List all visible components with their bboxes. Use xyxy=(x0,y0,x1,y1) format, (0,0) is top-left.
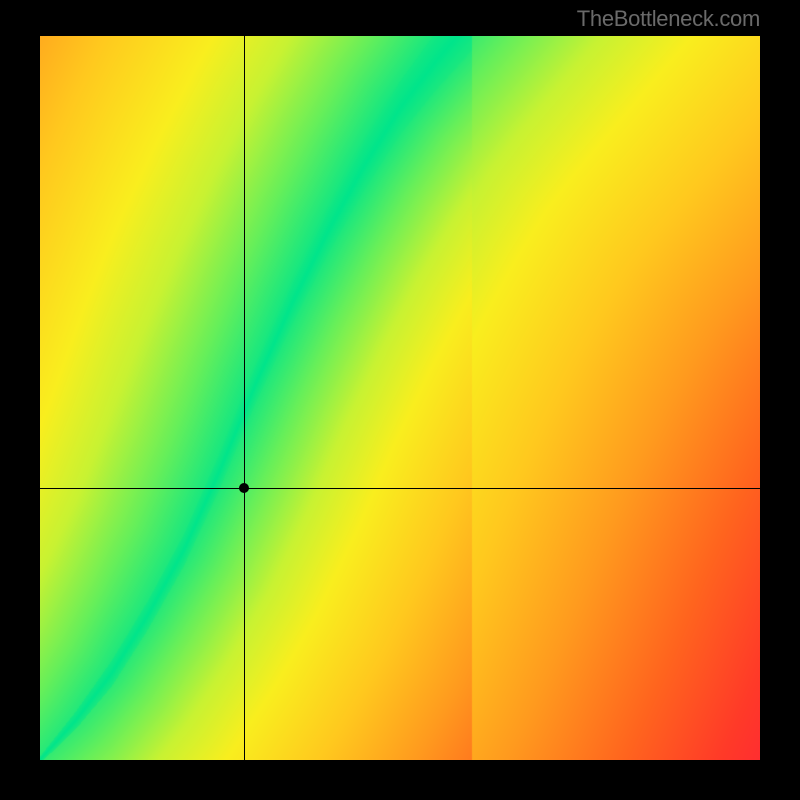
marker-point xyxy=(239,483,249,493)
heatmap-plot xyxy=(40,36,760,760)
watermark-text: TheBottleneck.com xyxy=(577,6,760,32)
crosshair-horizontal xyxy=(40,488,760,489)
heatmap-canvas xyxy=(40,36,760,760)
crosshair-vertical xyxy=(244,36,245,760)
